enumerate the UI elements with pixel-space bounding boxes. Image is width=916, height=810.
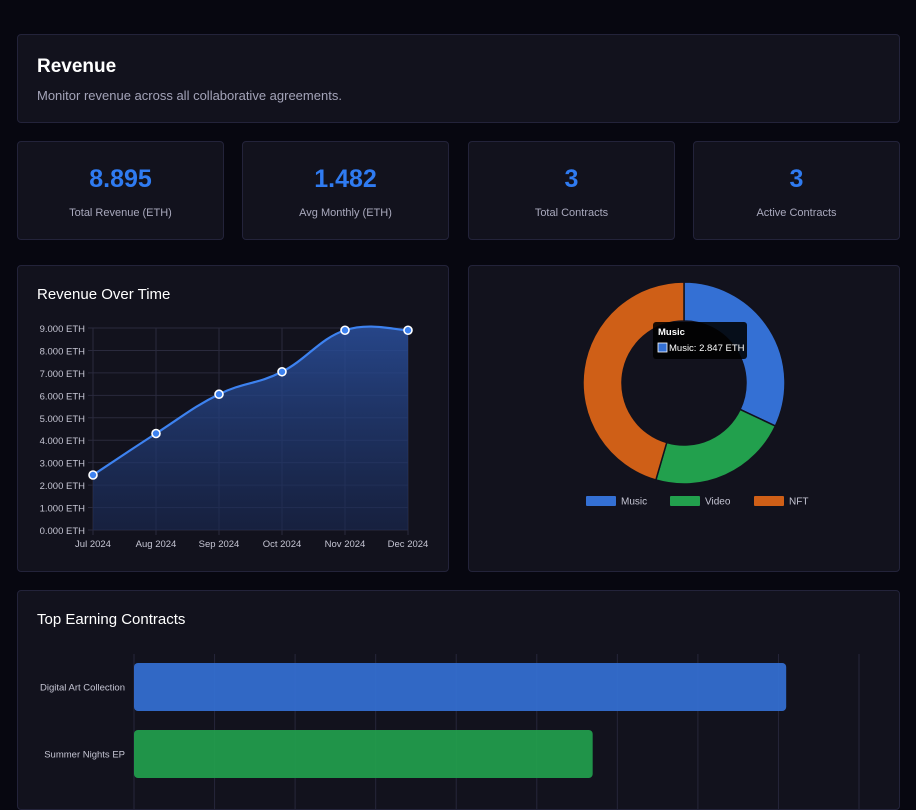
- category-label: Digital Art Collection: [40, 683, 125, 694]
- stat-value: 1.482: [314, 165, 377, 193]
- stat-value: 8.895: [89, 165, 152, 193]
- data-point: [151, 428, 161, 439]
- stat-card-active-contracts: 3 Active Contracts: [693, 141, 900, 240]
- data-point: [88, 470, 98, 480]
- revenue-line: [92, 325, 409, 476]
- data-point: [403, 325, 413, 336]
- chart-title: Top Earning Contracts: [37, 611, 186, 628]
- y-tick-label: 6.000 ETH: [40, 391, 86, 402]
- y-tick-label: 0.000 ETH: [40, 526, 86, 537]
- x-tick-label: Dec 2024: [388, 539, 429, 550]
- y-tick-label: 1.000 ETH: [40, 504, 86, 515]
- y-tick-label: 7.000 ETH: [40, 369, 86, 380]
- legend-swatch-nft: [754, 496, 784, 506]
- y-tick-label: 8.000 ETH: [40, 346, 86, 357]
- category-chart-card: Music Video NFT Music Music: 2.847 ETH: [468, 265, 900, 572]
- tooltip-value: Music: 2.847 ETH: [669, 343, 745, 354]
- x-tick-label: Jul 2024: [75, 539, 111, 550]
- chart-title: Revenue Over Time: [37, 286, 171, 303]
- category-donut-chart[interactable]: Music Video NFT Music Music: 2.847 ETH: [469, 266, 899, 571]
- y-tick-label: 2.000 ETH: [40, 481, 86, 492]
- page-title: Revenue: [37, 56, 117, 77]
- x-tick-label: Aug 2024: [136, 539, 177, 550]
- donut-slice-nft: [582, 281, 685, 481]
- stat-value: 3: [789, 165, 804, 193]
- legend-swatch-video: [670, 496, 700, 506]
- bar-summer-nights-ep: [134, 730, 593, 778]
- y-tick-label: 3.000 ETH: [40, 459, 86, 470]
- category-label: Summer Nights EP: [44, 750, 125, 761]
- data-point: [277, 366, 287, 377]
- stat-label: Active Contracts: [756, 207, 837, 219]
- legend-label-nft: NFT: [789, 497, 808, 508]
- donut-slice-video: [654, 408, 777, 485]
- tooltip-swatch: [657, 342, 668, 353]
- stat-label: Total Contracts: [534, 207, 609, 219]
- x-tick-label: Sep 2024: [199, 539, 240, 550]
- page-subtitle: Monitor revenue across all collaborative…: [37, 88, 342, 103]
- data-point: [340, 325, 350, 336]
- y-tick-label: 9.000 ETH: [40, 324, 86, 335]
- top-contracts-bar-chart[interactable]: Digital Art Collection Summer Nights EP: [18, 591, 899, 809]
- revenue-chart-card: Revenue Over Time 0.000 ETH 1.000 ETH 2.00…: [17, 265, 449, 572]
- legend-swatch-music: [586, 496, 616, 506]
- legend-label-video: Video: [705, 497, 731, 508]
- stat-card-avg-monthly: 1.482 Avg Monthly (ETH): [242, 141, 449, 240]
- stat-label: Avg Monthly (ETH): [299, 207, 392, 219]
- revenue-area: [93, 326, 408, 530]
- stat-value: 3: [564, 165, 579, 193]
- y-tick-label: 4.000 ETH: [40, 436, 86, 447]
- data-point: [214, 389, 224, 400]
- chart-tooltip: Music Music: 2.847 ETH: [653, 322, 747, 359]
- x-tick-label: Nov 2024: [325, 539, 366, 550]
- stat-card-total-contracts: 3 Total Contracts: [468, 141, 675, 240]
- top-contracts-card: Top Earning Contracts Digital Art Collec…: [17, 590, 900, 810]
- page-header: Revenue Monitor revenue across all colla…: [17, 34, 900, 123]
- bar-digital-art-collection: [134, 663, 787, 711]
- tooltip-title: Music: [658, 327, 685, 338]
- stat-card-total-revenue: 8.895 Total Revenue (ETH): [17, 141, 224, 240]
- x-tick-label: Oct 2024: [263, 539, 302, 550]
- tooltip-box: [653, 322, 747, 359]
- stat-label: Total Revenue (ETH): [69, 207, 172, 219]
- y-tick-label: 5.000 ETH: [40, 414, 86, 425]
- revenue-line-chart[interactable]: 0.000 ETH 1.000 ETH 2.000 ETH 3.000 ETH 4.00…: [18, 266, 448, 571]
- legend-label-music: Music: [621, 497, 647, 508]
